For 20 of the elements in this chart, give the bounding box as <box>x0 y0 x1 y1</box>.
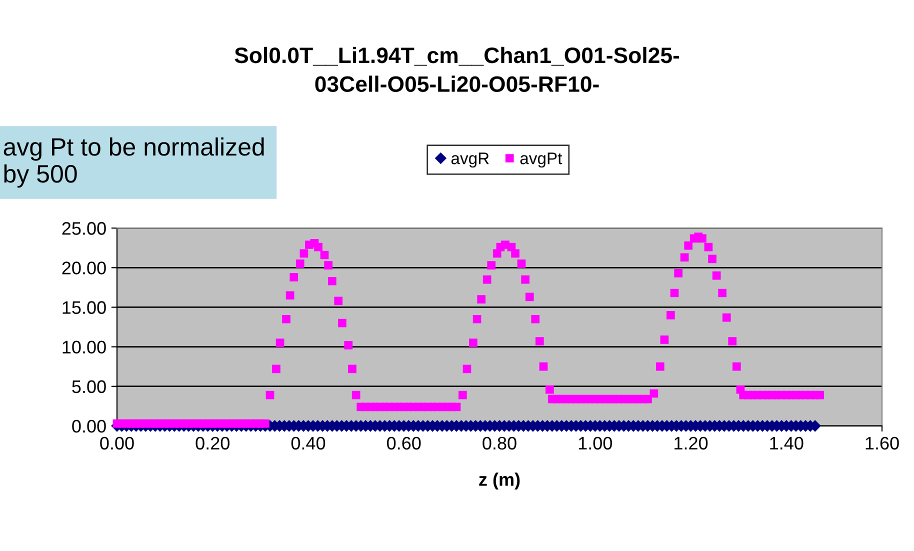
chart-title: Sol0.0T__Li1.94T_cm__Chan1_O01-Sol25- 03Cell-O05-Li20-O05-RF10- <box>234 46 680 92</box>
x-tick-label: 0.20 <box>196 436 230 450</box>
y-tick-label: 10.00 <box>62 340 106 354</box>
x-tick-label: 0.60 <box>387 436 421 450</box>
y-tick-label: 25.00 <box>62 222 106 235</box>
x-tick-label: 0.80 <box>482 436 516 450</box>
y-tick-label: 0.00 <box>72 420 106 433</box>
text: avg Pt to be normalized by 500 <box>4 137 264 188</box>
x-tick-label: 1.00 <box>578 436 612 450</box>
y-tick-label: 15.00 <box>62 301 106 314</box>
x-tick-label: 1.20 <box>674 436 708 450</box>
y-tick-label: 5.00 <box>72 380 106 394</box>
x-tick-label: 1.40 <box>770 436 804 450</box>
y-tick-label: 20.00 <box>62 262 106 274</box>
legend-label: avgR <box>451 152 489 168</box>
x-tick-label: 0.00 <box>100 436 134 450</box>
x-tick-label: 1.60 <box>866 436 899 450</box>
x-axis-title: z (m) <box>479 472 520 490</box>
x-tick-label: 0.40 <box>291 436 326 450</box>
legend-label: avgPt <box>520 152 562 168</box>
